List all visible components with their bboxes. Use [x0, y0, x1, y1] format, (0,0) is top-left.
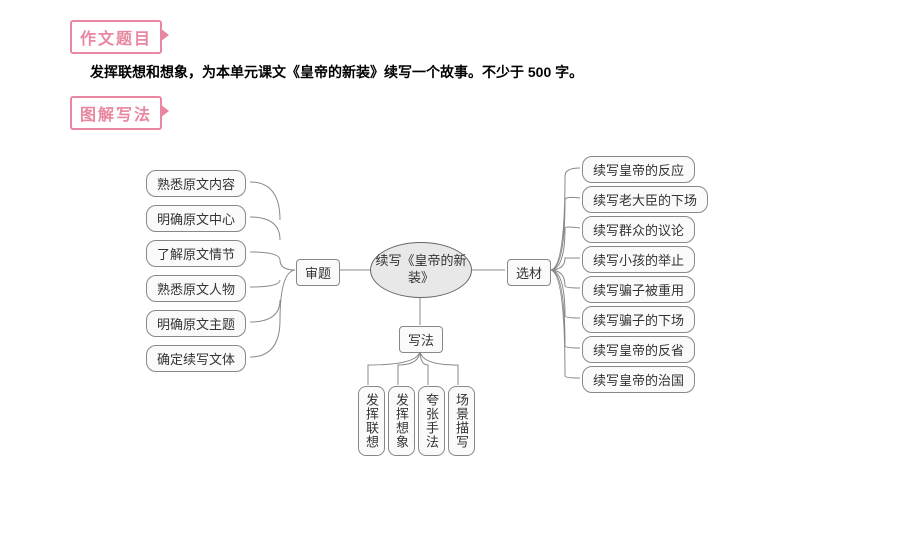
left-item: 明确原文主题	[146, 310, 246, 337]
section-badge-method: 图解写法	[70, 96, 162, 130]
right-item: 续写小孩的举止	[582, 246, 695, 273]
left-item: 熟悉原文内容	[146, 170, 246, 197]
right-item: 续写老大臣的下场	[582, 186, 708, 213]
bottom-item: 场景描写	[448, 386, 475, 456]
bottom-item: 发挥想象	[388, 386, 415, 456]
right-item: 续写皇帝的反省	[582, 336, 695, 363]
left-item: 熟悉原文人物	[146, 275, 246, 302]
prompt-text: 发挥联想和想象，为本单元课文《皇帝的新装》续写一个故事。不少于 500 字。	[90, 62, 920, 82]
right-item: 续写皇帝的治国	[582, 366, 695, 393]
bottom-sub-node: 写法	[399, 326, 443, 353]
bottom-item: 夸张手法	[418, 386, 445, 456]
left-item: 确定续写文体	[146, 345, 246, 372]
center-node: 续写《皇帝的新装》	[370, 242, 472, 298]
section-badge-title: 作文题目	[70, 20, 162, 54]
mindmap-diagram: 续写《皇帝的新装》 审题 选材 写法 熟悉原文内容 明确原文中心 了解原文情节 …	[80, 140, 860, 540]
right-item: 续写骗子的下场	[582, 306, 695, 333]
bottom-item: 发挥联想	[358, 386, 385, 456]
left-item: 明确原文中心	[146, 205, 246, 232]
right-item: 续写群众的议论	[582, 216, 695, 243]
connector-lines	[80, 140, 860, 540]
left-item: 了解原文情节	[146, 240, 246, 267]
right-item: 续写骗子被重用	[582, 276, 695, 303]
right-item: 续写皇帝的反应	[582, 156, 695, 183]
right-sub-node: 选材	[507, 259, 551, 286]
left-sub-node: 审题	[296, 259, 340, 286]
